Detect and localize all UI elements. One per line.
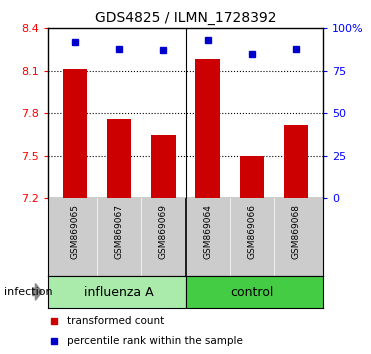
Bar — [151, 135, 175, 198]
Text: percentile rank within the sample: percentile rank within the sample — [68, 336, 243, 346]
Bar — [196, 59, 220, 198]
Text: transformed count: transformed count — [68, 316, 165, 326]
Bar — [240, 156, 264, 198]
Title: GDS4825 / ILMN_1728392: GDS4825 / ILMN_1728392 — [95, 11, 276, 24]
Text: GSM869069: GSM869069 — [159, 205, 168, 259]
Text: control: control — [230, 286, 273, 298]
Text: GSM869066: GSM869066 — [247, 205, 256, 259]
Text: GSM869064: GSM869064 — [203, 205, 212, 259]
Bar — [63, 69, 87, 198]
Text: GSM869065: GSM869065 — [70, 205, 79, 259]
Bar — [284, 125, 308, 198]
Bar — [48, 276, 186, 308]
Text: influenza A: influenza A — [84, 286, 154, 298]
Bar — [186, 276, 323, 308]
Text: GSM869068: GSM869068 — [292, 205, 301, 259]
FancyArrow shape — [32, 284, 42, 300]
Text: GSM869067: GSM869067 — [115, 205, 124, 259]
Bar — [107, 119, 131, 198]
Text: infection: infection — [4, 287, 52, 297]
